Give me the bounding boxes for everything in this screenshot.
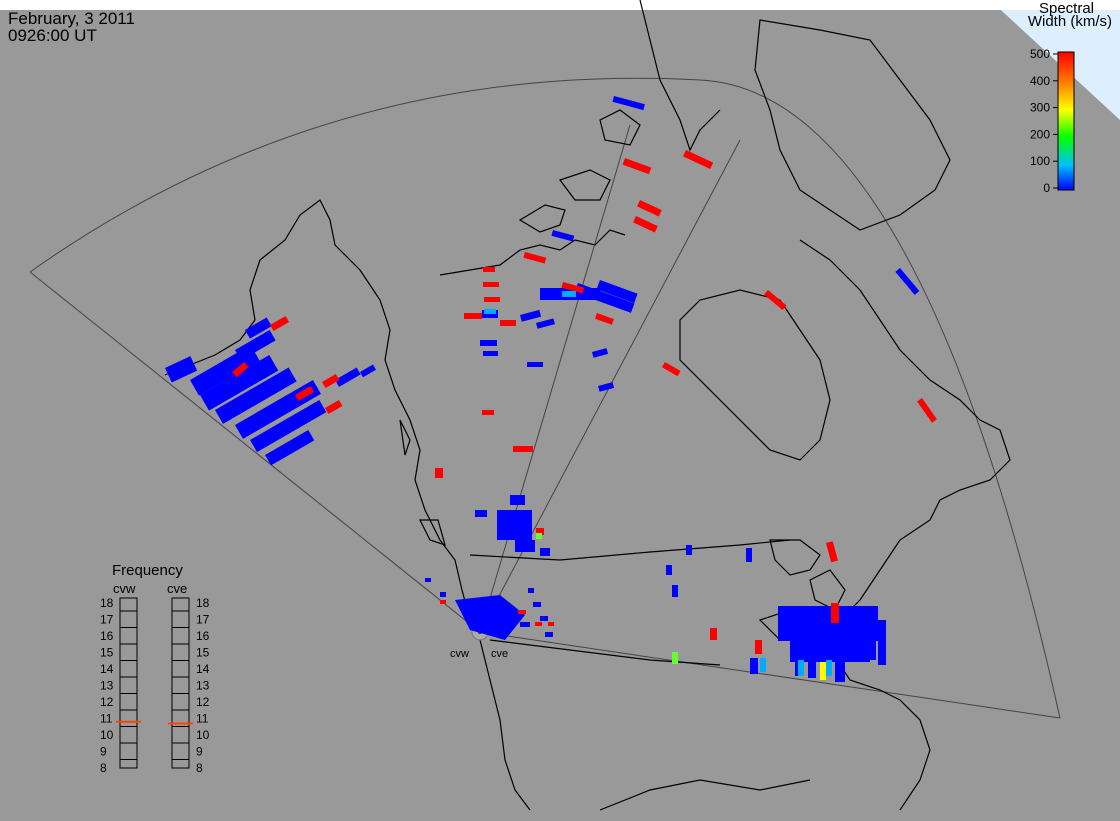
- frequency-title: Frequency: [112, 562, 183, 579]
- fov-east-left-edge: [479, 124, 631, 633]
- colorbar-ticks: 500 400 300 200 100 0: [1030, 47, 1058, 195]
- frequency-level-label: 10: [100, 728, 114, 742]
- frequency-level-label: 12: [100, 695, 114, 709]
- frequency-level-label: 18: [196, 596, 210, 610]
- colorbar-tick-label: 200: [1030, 127, 1050, 141]
- frequency-ticks: 18 18 17 17 16 16 15 15 14 14 13 13 12 12 11 11 10 10 9 9 8 8: [100, 596, 210, 775]
- corner-background: [990, 0, 1120, 120]
- scatter-cluster-arctic-high: [435, 150, 937, 478]
- frequency-level-label: 10: [196, 728, 210, 742]
- scatter-cluster-arctic: [480, 95, 920, 392]
- scatter-cluster-east: [750, 606, 886, 682]
- frequency-legend: Frequency cvw cve 18 18 17 17 16 16 15 15 14 14 13…: [100, 562, 210, 775]
- scatter-cluster-east-green: [536, 533, 678, 664]
- scatter-cluster-alaska-high: [232, 316, 343, 415]
- top-margin: [0, 0, 1120, 10]
- radar-label-west: cvw: [450, 648, 469, 660]
- frequency-level-label: 12: [196, 695, 210, 709]
- frequency-col-west: cvw: [113, 581, 136, 596]
- scatter-cluster-east-mid: [760, 658, 832, 676]
- fov-arc: [29, 77, 1061, 719]
- scatter-cluster-east-yellow: [820, 662, 826, 680]
- scatter-cluster-arctic-mid: [484, 291, 576, 314]
- colorbar-tick-label: 300: [1030, 101, 1050, 115]
- frequency-col-east: cve: [167, 581, 187, 596]
- frequency-level-label: 9: [196, 745, 203, 759]
- frequency-level-label: 9: [100, 745, 107, 759]
- scatter-cluster-east-high: [755, 603, 839, 654]
- scatter-cluster-near-radar-high: [440, 600, 554, 626]
- colorbar: 500 400 300 200 100 0: [1030, 47, 1075, 195]
- time-label: 0926:00 UT: [8, 26, 97, 45]
- frequency-level-label: 17: [196, 613, 210, 627]
- frequency-level-label: 15: [100, 646, 114, 660]
- frequency-level-label: 8: [196, 761, 203, 775]
- colorbar-tick-label: 400: [1030, 74, 1050, 88]
- colorbar-gradient: [1057, 51, 1075, 191]
- frequency-bar-east: [171, 597, 190, 769]
- colorbar-title-line1: Spectral: [1038, 0, 1094, 17]
- frequency-level-label: 16: [100, 629, 114, 643]
- frequency-level-label: 18: [100, 596, 114, 610]
- colorbar-tick-label: 0: [1043, 181, 1050, 195]
- fov-east-edge: [479, 631, 1061, 719]
- frequency-level-label: 11: [196, 712, 209, 726]
- scatter-cluster-near-radar: [425, 578, 553, 640]
- frequency-level-label: 17: [100, 613, 114, 627]
- colorbar-tick-label: 500: [1030, 47, 1050, 61]
- colorbar-tick-label: 100: [1030, 154, 1050, 168]
- frequency-level-label: 11: [100, 712, 113, 726]
- frequency-level-label: 14: [100, 662, 114, 676]
- fields-of-view: [29, 77, 1061, 719]
- frequency-level-label: 15: [196, 646, 210, 660]
- backscatter-cells: [165, 95, 937, 682]
- frequency-level-label: 13: [196, 679, 210, 693]
- scatter-cluster-central: [475, 495, 752, 597]
- frequency-level-label: 16: [196, 629, 210, 643]
- frequency-level-label: 14: [196, 662, 210, 676]
- fov-west-edge: [29, 271, 481, 633]
- frequency-bar-west: [119, 597, 138, 769]
- frequency-level-label: 8: [100, 761, 107, 775]
- scatter-cluster-alaska: [165, 317, 376, 466]
- scatter-cluster-central-high: [536, 528, 838, 640]
- colorbar-title-line2: Width (km/s): [1027, 13, 1112, 30]
- radar-label-east: cve: [491, 648, 508, 660]
- frequency-level-label: 13: [100, 679, 114, 693]
- date-label: February, 3 2011: [8, 9, 135, 28]
